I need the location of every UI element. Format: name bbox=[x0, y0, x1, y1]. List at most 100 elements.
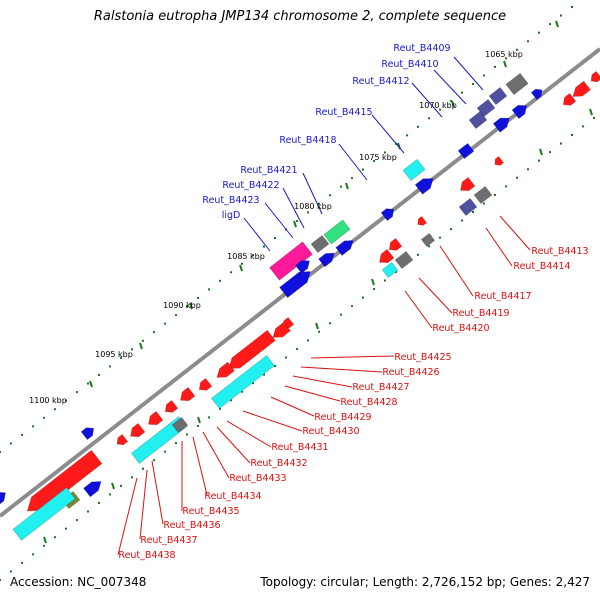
gene-arrow[interactable] bbox=[473, 185, 493, 205]
gene-label[interactable]: Reut_B4429 bbox=[314, 412, 371, 423]
gene-arrow[interactable] bbox=[214, 361, 235, 382]
gene-arrow[interactable] bbox=[492, 114, 512, 133]
gene-label[interactable]: Reut_B4435 bbox=[182, 506, 239, 517]
gene-label[interactable]: Reut_B4419 bbox=[452, 308, 509, 319]
gene-label[interactable]: Reut_B4428 bbox=[340, 397, 397, 408]
gene-label[interactable]: Reut_B4420 bbox=[432, 323, 489, 334]
gene-label[interactable]: Reut_B4409 bbox=[393, 43, 450, 54]
major-tick bbox=[139, 342, 143, 350]
major-tick bbox=[189, 302, 193, 310]
gene-arrow[interactable] bbox=[386, 237, 403, 253]
gene-arrow[interactable] bbox=[402, 158, 426, 182]
gene-arrow[interactable] bbox=[114, 433, 129, 447]
gene-label[interactable]: Reut_B4413 bbox=[531, 246, 588, 257]
track-dot bbox=[571, 5, 573, 8]
gene-label[interactable]: Reut_B4438 bbox=[118, 550, 175, 561]
kbp-label: 1075 kbp bbox=[359, 153, 397, 162]
gene-arrow[interactable] bbox=[468, 110, 488, 130]
leader-line bbox=[310, 355, 395, 359]
gene-arrow[interactable] bbox=[83, 477, 105, 498]
gene-arrow[interactable] bbox=[22, 449, 103, 517]
gene-arrow[interactable] bbox=[492, 155, 505, 167]
gene-arrow[interactable] bbox=[323, 219, 351, 245]
gene-label[interactable]: Reut_B4430 bbox=[302, 426, 359, 437]
gene-arrow[interactable] bbox=[210, 354, 276, 410]
gene-arrow[interactable] bbox=[420, 232, 436, 248]
gene-label[interactable]: Reut_B4418 bbox=[279, 135, 336, 146]
track-dot bbox=[450, 100, 452, 103]
track-dot bbox=[285, 356, 287, 359]
gene-arrow[interactable] bbox=[294, 257, 312, 274]
gene-arrow[interactable] bbox=[376, 248, 395, 266]
gene-label[interactable]: Reut_B4421 bbox=[240, 165, 297, 176]
gene-arrow[interactable] bbox=[145, 410, 164, 428]
gene-label[interactable]: Reut_B4425 bbox=[394, 352, 451, 363]
position-labels: 1065 kbp 1070 kbp 1075 kbp 1080 kbp 1085 kbp… bbox=[29, 50, 523, 405]
gene-arrow[interactable] bbox=[130, 416, 188, 464]
gene-label[interactable]: Reut_B4434 bbox=[204, 491, 261, 502]
major-tick bbox=[197, 416, 201, 424]
track-dot bbox=[560, 14, 562, 17]
gene-arrow[interactable] bbox=[12, 487, 76, 541]
gene-arrow[interactable] bbox=[394, 250, 414, 270]
gene-label[interactable]: Reut_B4427 bbox=[352, 382, 409, 393]
gene-arrow[interactable] bbox=[380, 205, 397, 222]
gene-arrow[interactable] bbox=[381, 261, 399, 279]
major-tick bbox=[89, 380, 93, 388]
track-dot bbox=[241, 390, 243, 393]
gene-label[interactable]: Reut_B4415 bbox=[315, 107, 372, 118]
track-dot bbox=[318, 330, 320, 333]
lower-gene-labels[interactable]: Reut_B4413 Reut_B4414 Reut_B4417 Reut_B4419… bbox=[118, 246, 588, 561]
gene-arrow[interactable] bbox=[225, 329, 276, 373]
track-dot bbox=[483, 74, 485, 77]
major-tick bbox=[111, 482, 115, 490]
gene-label[interactable]: Reut_B4436 bbox=[163, 520, 220, 531]
gene-label[interactable]: Reut_B4437 bbox=[140, 535, 197, 546]
gene-arrow[interactable] bbox=[570, 80, 591, 101]
gene-label[interactable]: Reut_B4414 bbox=[513, 261, 570, 272]
major-tick bbox=[503, 60, 507, 68]
gene-arrow[interactable] bbox=[310, 234, 330, 254]
gene-label[interactable]: Reut_B4410 bbox=[381, 59, 438, 70]
gene-arrow[interactable] bbox=[127, 422, 146, 440]
track-dot bbox=[472, 211, 474, 214]
gene-arrow[interactable] bbox=[0, 488, 9, 507]
gene-label[interactable]: Reut_B4433 bbox=[229, 473, 286, 484]
gene-arrow[interactable] bbox=[530, 86, 544, 101]
gene-label[interactable]: Reut_B4422 bbox=[222, 180, 279, 191]
gene-label[interactable]: ligD bbox=[222, 210, 241, 221]
gene-arrow[interactable] bbox=[457, 176, 476, 194]
leader-line bbox=[453, 56, 484, 91]
gene-arrow[interactable] bbox=[171, 416, 189, 434]
gene-arrow[interactable] bbox=[414, 174, 437, 195]
gene-arrow[interactable] bbox=[505, 72, 529, 96]
gene-arrow[interactable] bbox=[457, 142, 475, 160]
gene-arrow[interactable] bbox=[335, 237, 356, 256]
gene-label[interactable]: Reut_B4431 bbox=[271, 442, 328, 453]
gene-features[interactable] bbox=[0, 70, 600, 541]
gene-arrow[interactable] bbox=[162, 399, 179, 415]
leader-line bbox=[282, 187, 305, 229]
gene-arrow[interactable] bbox=[588, 70, 600, 84]
gene-arrow[interactable] bbox=[177, 386, 196, 404]
gene-label[interactable]: Reut_B4423 bbox=[202, 195, 259, 206]
track-dot bbox=[87, 382, 89, 385]
gene-label[interactable]: Reut_B4426 bbox=[382, 367, 439, 378]
track-dot bbox=[32, 425, 34, 428]
gene-arrow[interactable] bbox=[488, 86, 508, 106]
gene-label[interactable]: Reut_B4412 bbox=[352, 76, 409, 87]
gene-arrow[interactable] bbox=[270, 321, 291, 342]
gene-arrow[interactable] bbox=[196, 377, 213, 393]
gene-arrow[interactable] bbox=[269, 241, 313, 281]
gene-arrow[interactable] bbox=[279, 266, 315, 298]
gene-arrow[interactable] bbox=[80, 424, 97, 441]
gene-arrow[interactable] bbox=[415, 215, 428, 227]
gene-arrow[interactable] bbox=[560, 92, 577, 108]
upper-gene-labels[interactable]: Reut_B4409 Reut_B4410 Reut_B4412 Reut_B4415… bbox=[202, 43, 450, 221]
gene-arrow[interactable] bbox=[511, 101, 530, 120]
gene-label[interactable]: Reut_B4417 bbox=[474, 291, 531, 302]
gene-arrow[interactable] bbox=[318, 249, 338, 268]
gene-arrow[interactable] bbox=[458, 197, 478, 217]
gene-label[interactable]: Reut_B4432 bbox=[250, 458, 307, 469]
